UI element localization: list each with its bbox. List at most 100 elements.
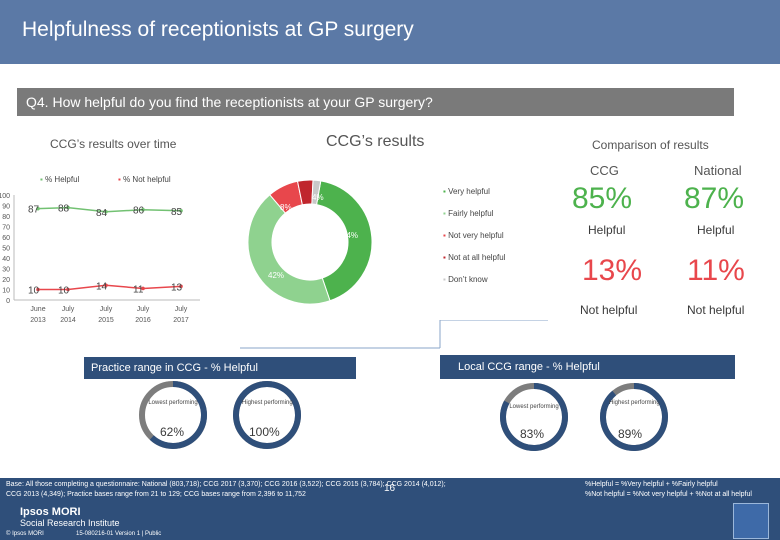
local-highest-value: 89% [618,427,643,441]
practice-lowest-label: Lowest performing [148,400,198,406]
x-tick-label: 2016 [135,317,151,324]
ccg-column-label: CCG [590,163,619,178]
data-label: 11 [133,284,144,295]
ipsos-logo-subtext: Social Research Institute [20,518,120,528]
ccg-helpful-value: 85% [572,182,633,215]
data-label: 86 [133,206,145,217]
data-label: 84 [96,208,108,219]
donut-legend-item: ▪ Don’t know [443,275,488,284]
range-dividers [240,320,548,349]
data-label: 14 [96,281,108,292]
donut-label: 4% [312,193,324,202]
ipsos-logo-icon [733,503,769,539]
gauge-fill [149,381,207,449]
donut-label: 8% [280,203,292,212]
y-tick-label: 0 [6,298,10,305]
local-range-bar [440,355,735,379]
x-tick-label: 2017 [173,317,189,324]
national-helpful-value: 87% [684,182,745,215]
practice-highest-value: 100% [249,425,280,439]
question-bar [17,88,734,116]
y-tick-label: 30 [2,267,10,274]
national-helpful-label: Helpful [697,223,735,237]
donut-slice [247,194,331,305]
legend-helpful: ▪ % Helpful [40,175,80,184]
x-tick-label: June [30,306,45,313]
gauge-fill [600,383,668,451]
data-label: 10 [58,286,70,297]
y-tick-label: 40 [2,256,10,263]
ccg-helpful-label: Helpful [588,223,626,237]
y-tick-label: 20 [2,277,10,284]
gauge-fill [500,383,568,451]
copyright: © Ipsos MORI [6,531,44,537]
practice-lowest-gauge [139,381,207,449]
donut-title: CCG’s results [326,133,425,150]
x-tick-label: July [100,306,113,313]
ipsos-logo-text: Ipsos MORI [20,506,81,518]
legend-not-helpful: ▪ % Not helpful [118,175,171,184]
base-text-line1: Base: All those completing a questionnai… [6,481,446,488]
y-tick-label: 70 [2,225,10,232]
data-point [141,207,145,212]
practice-highest-label: Highest performing [242,400,293,406]
x-tick-label: July [62,306,75,313]
local-lowest-value: 83% [520,427,545,441]
x-tick-label: 2013 [30,317,46,324]
y-tick-label: 10 [2,288,10,295]
x-tick-label: 2015 [98,317,114,324]
data-point [104,210,108,214]
footer [0,478,780,540]
data-label: 87 [28,205,40,216]
practice-lowest-value: 62% [160,425,185,439]
definition-line1: %Helpful = %Very helpful + %Fairly helpf… [585,481,718,488]
data-label: 13 [171,282,183,293]
national-not-helpful-label: Not helpful [687,303,745,317]
local-range-title: Local CCG range - % Helpful [458,361,600,373]
y-tick-label: 100 [0,193,10,200]
data-point [179,284,183,289]
donut-label: 44% [342,231,358,240]
practice-highest-gauge [233,381,301,449]
data-point [141,286,145,291]
comparison-title: Comparison of results [592,138,709,152]
practice-range-bar [84,357,356,379]
document-reference: 15-080216-01 Version 1 | Public [76,531,162,537]
definition-line2: %Not helpful = %Not very helpful + %Not … [585,491,752,498]
ccg-not-helpful-label: Not helpful [580,303,638,317]
data-point [66,287,70,292]
data-point [66,205,70,210]
national-column-label: National [694,163,742,178]
data-label: 88 [58,204,70,215]
data-label: 10 [28,286,40,297]
donut-slice [316,180,373,302]
donut-legend-item: ▪ Fairly helpful [443,209,494,218]
practice-range-title: Practice range in CCG - % Helpful [91,362,258,374]
data-point [104,283,108,288]
over-time-title: CCG’s results over time [50,137,177,151]
data-point [179,208,183,213]
local-highest-label: Highest performing [609,400,660,406]
x-tick-label: July [175,306,188,313]
data-label: 85 [171,207,183,218]
national-not-helpful-value: 11% [687,254,745,287]
local-lowest-label: Lowest performing [509,404,559,410]
page-number: 16 [384,483,396,494]
gauge-fill [233,381,301,449]
donut-chart: 42% 44% 8% 4% [247,179,373,305]
y-tick-label: 50 [2,246,10,253]
donut-legend-item: ▪ Very helpful [443,187,490,196]
local-lowest-gauge [500,383,568,451]
data-point [36,206,40,211]
data-point [36,287,40,292]
page-title: Helpfulness of receptionists at GP surge… [22,18,414,41]
y-tick-label: 80 [2,214,10,221]
ccg-not-helpful-value: 13% [582,254,643,287]
base-text-line2: CCG 2013 (4,349); Practice bases range f… [6,491,306,498]
y-tick-label: 90 [2,204,10,211]
x-tick-label: 2014 [60,317,76,324]
donut-label: 42% [268,271,284,280]
donut-legend: ▪ Very helpful ▪ Fairly helpful ▪ Not ve… [443,187,505,297]
donut-slice [311,179,322,206]
